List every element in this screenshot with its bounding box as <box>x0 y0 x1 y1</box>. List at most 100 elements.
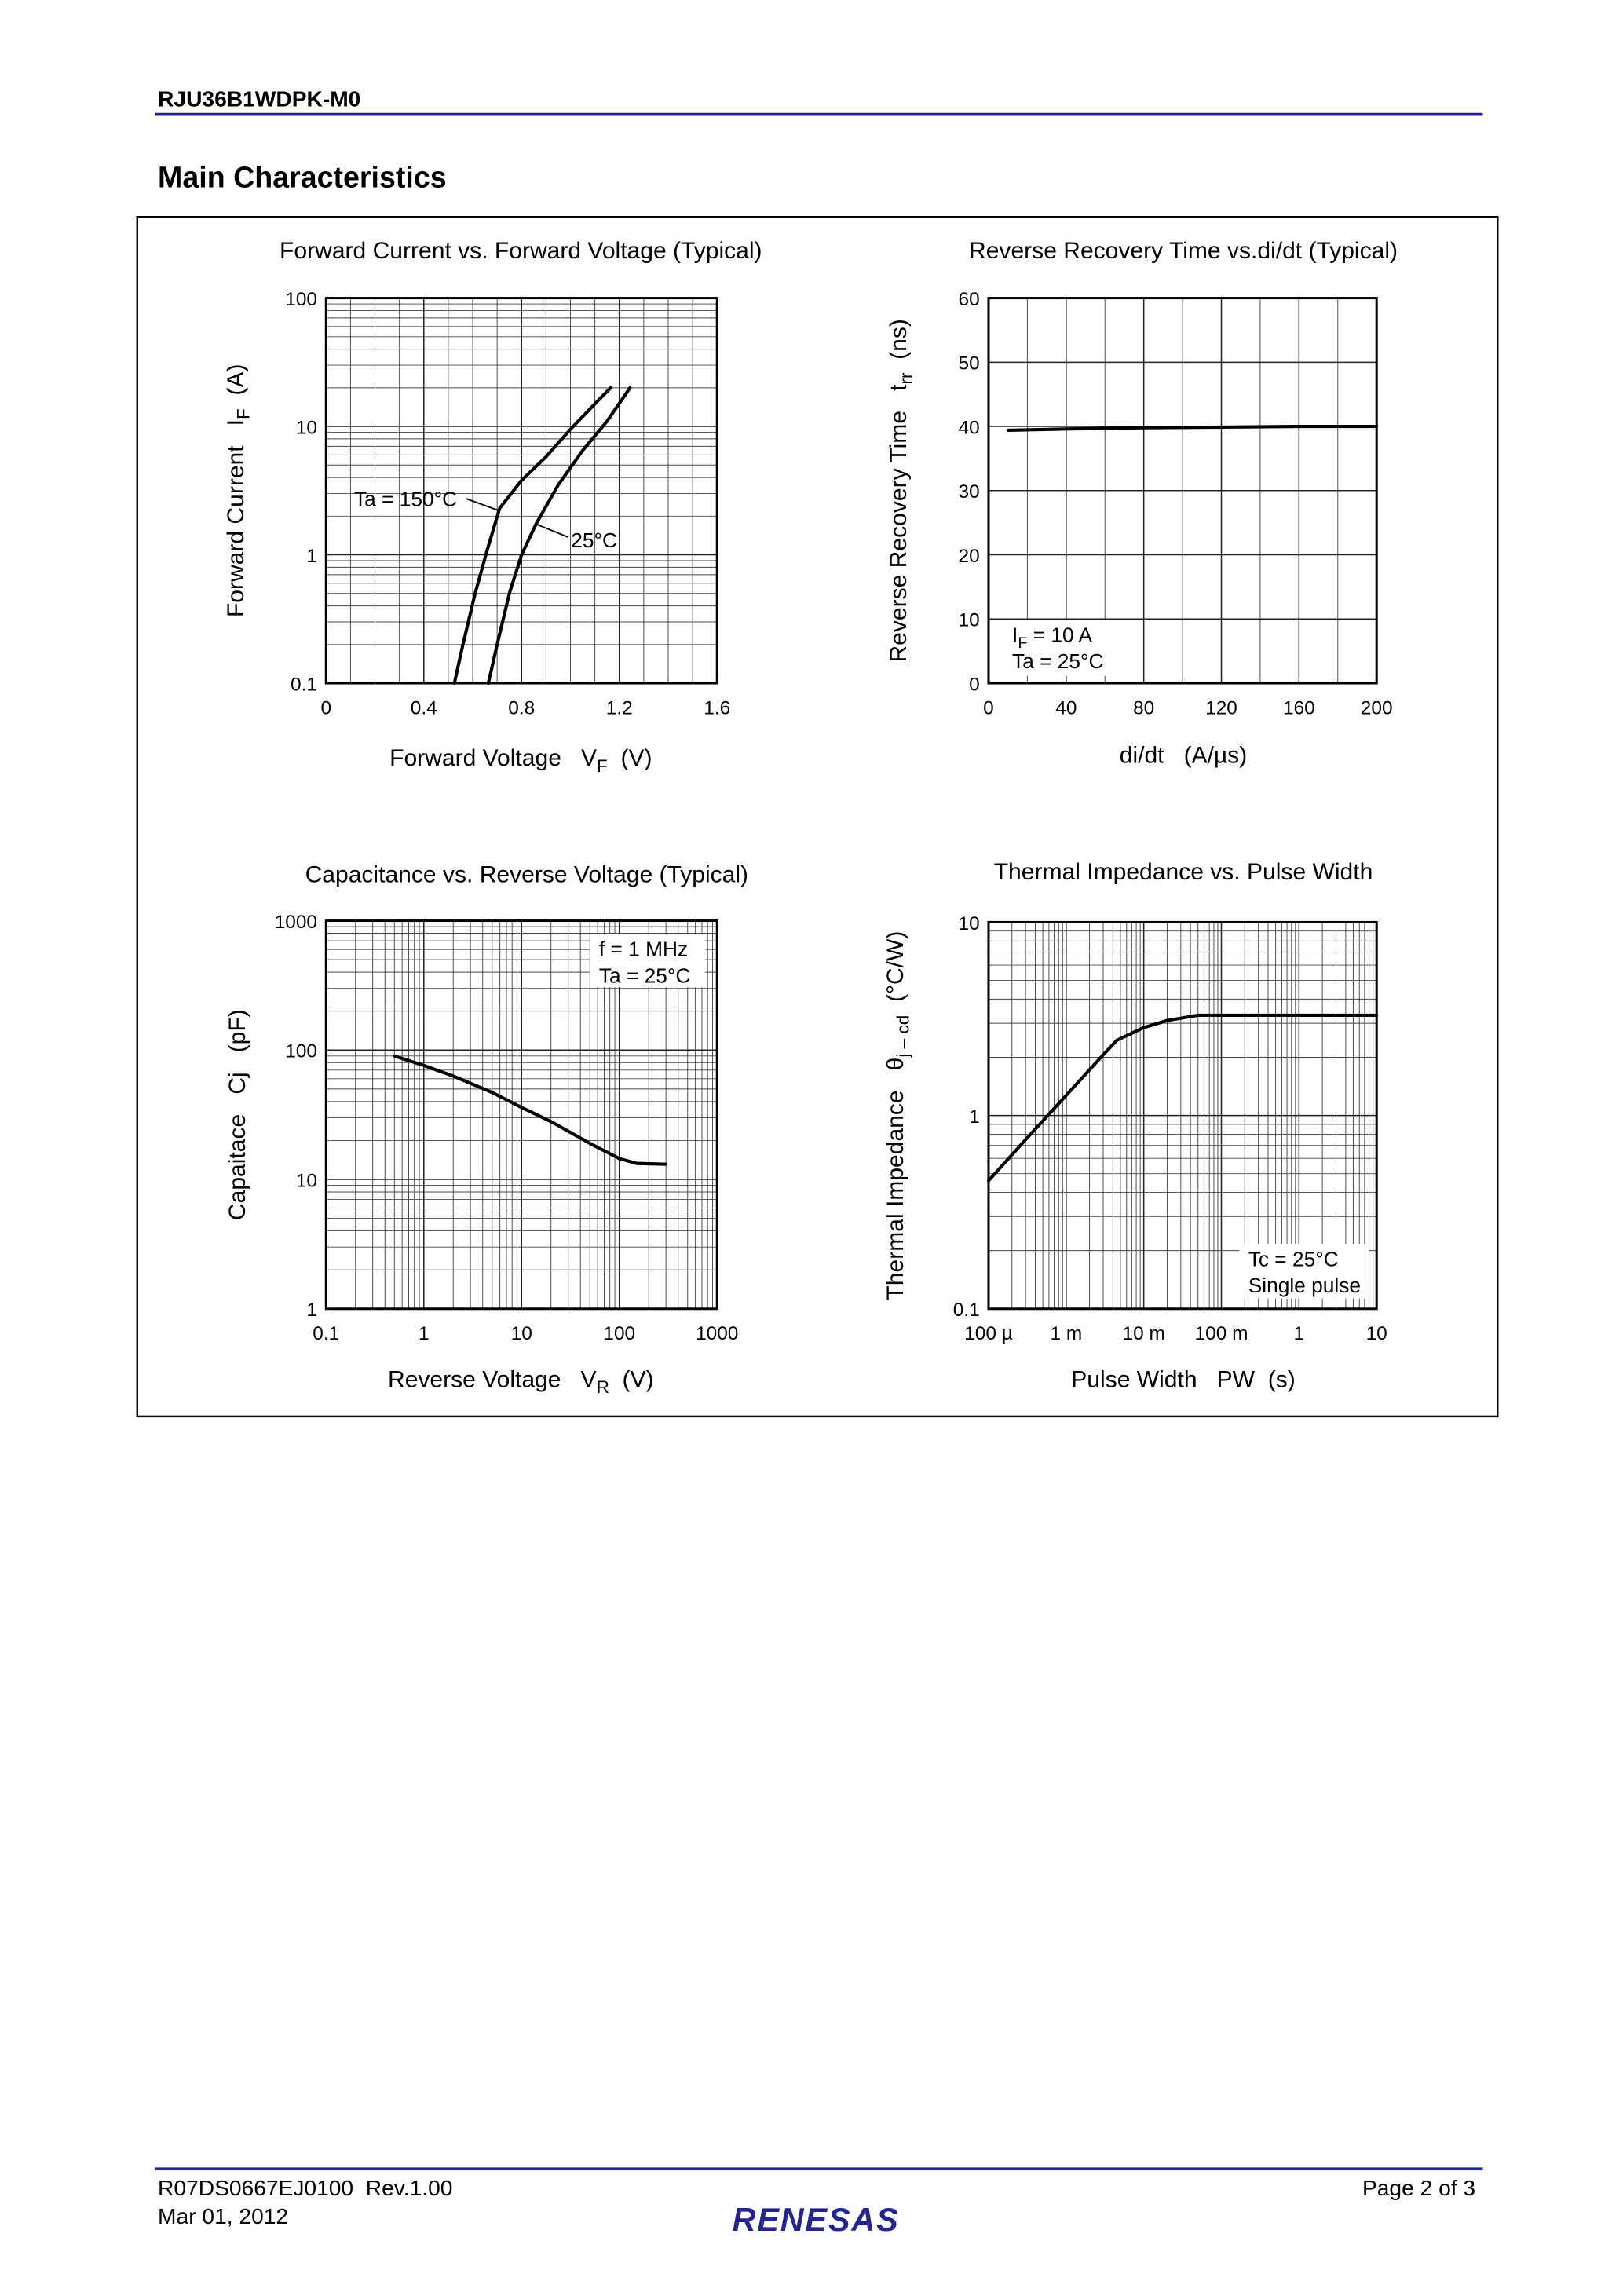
y-tick-label: 60 <box>959 289 980 310</box>
x-tick-label: 0 <box>983 697 994 718</box>
document-date: Mar 01, 2012 <box>158 2203 288 2228</box>
annotation: Single pulse <box>1248 1274 1361 1297</box>
x-tick-label: 40 <box>1055 697 1077 718</box>
x-tick-label: 160 <box>1283 697 1315 718</box>
x-axis-label: Reverse Voltage VR (V) <box>388 1366 654 1397</box>
label-part: (V) <box>608 745 652 771</box>
x-tick-label: 10 <box>511 1323 532 1344</box>
y-axis-label: Thermal Impedance θj – cd (°C/W) <box>883 931 913 1300</box>
label-part: F <box>234 408 254 419</box>
x-tick-label: 1 <box>419 1323 430 1344</box>
section-title: Main Characteristics <box>158 161 447 194</box>
y-tick-label: 40 <box>959 417 980 438</box>
part-number: RJU36B1WDPK-M0 <box>158 86 360 111</box>
y-tick-label: 100 <box>285 1041 317 1062</box>
x-tick-label: 200 <box>1361 697 1393 718</box>
x-tick-label: 100 <box>603 1323 635 1344</box>
data-line <box>452 386 612 686</box>
label-part: Forward Current I <box>223 419 249 617</box>
x-tick-label: 100 µ <box>964 1323 1013 1344</box>
label-part: j – cd <box>894 1015 913 1058</box>
series-label: Ta = 150°C <box>354 488 457 511</box>
data-line <box>1006 424 1379 433</box>
page-number: Page 2 of 3 <box>1362 2175 1475 2200</box>
annotation-box <box>1003 620 1122 676</box>
plot-frame <box>987 920 1378 1311</box>
y-tick-label: 100 <box>285 289 317 310</box>
annotation-box <box>590 934 706 988</box>
x-tick-label: 10 <box>1366 1323 1387 1344</box>
chart-title: Reverse Recovery Time vs.di/dt (Typical) <box>969 238 1398 264</box>
y-tick-label: 1 <box>969 1106 980 1128</box>
chart-title: Thermal Impedance vs. Pulse Width <box>994 859 1373 885</box>
y-tick-label: 1000 <box>275 912 317 933</box>
x-tick-label: 0.8 <box>508 697 535 718</box>
y-tick-label: 0 <box>969 674 980 695</box>
figure-frame <box>136 216 1499 1418</box>
annotation: IF = 10 A <box>1012 623 1092 652</box>
label-part: Forward Voltage V <box>389 745 597 771</box>
y-tick-label: 0.1 <box>953 1300 980 1321</box>
x-axis-label: Pulse Width PW (s) <box>1071 1366 1296 1392</box>
chart-title: Capacitance vs. Reverse Voltage (Typical… <box>305 862 748 888</box>
x-tick-label: 10 m <box>1123 1323 1165 1344</box>
label-part: Reverse Recovery Time t <box>886 384 912 663</box>
annotation: Ta = 25°C <box>599 963 691 987</box>
annotation: Tc = 25°C <box>1248 1247 1339 1270</box>
y-tick-label: 10 <box>959 610 980 631</box>
x-tick-label: 1.2 <box>606 697 633 718</box>
label-part: F <box>1018 634 1027 652</box>
label-part: I <box>1012 623 1018 646</box>
label-part: (A) <box>223 364 249 408</box>
leader-line <box>535 523 568 538</box>
x-tick-label: 120 <box>1205 697 1237 718</box>
y-tick-label: 0.1 <box>291 674 317 695</box>
leader-line <box>466 498 499 512</box>
chart-title: Forward Current vs. Forward Voltage (Typ… <box>280 238 762 264</box>
annotation: f = 1 MHz <box>599 938 688 961</box>
x-axis-label: Forward Voltage VF (V) <box>389 745 652 776</box>
plot-frame <box>324 297 718 685</box>
plot-frame <box>987 297 1378 685</box>
y-tick-label: 1 <box>306 546 317 567</box>
y-tick-label: 1 <box>306 1300 317 1321</box>
y-tick-label: 10 <box>959 913 980 934</box>
logo: RENESAS <box>733 2202 900 2238</box>
label-part: (ns) <box>886 319 912 372</box>
y-axis-label: Capaitace Cj (pF) <box>225 1009 250 1220</box>
label-part: (°C/W) <box>883 931 908 1015</box>
plot-frame <box>324 919 718 1311</box>
x-tick-label: 0.4 <box>411 697 437 718</box>
y-tick-label: 50 <box>959 353 980 375</box>
data-line <box>393 1054 668 1166</box>
x-tick-label: 0.1 <box>313 1323 339 1344</box>
x-tick-label: 1 m <box>1050 1323 1082 1344</box>
data-line <box>986 1013 1379 1183</box>
x-tick-label: 0 <box>320 697 331 718</box>
annotation: Ta = 25°C <box>1012 649 1103 673</box>
label-part: = 10 A <box>1027 623 1092 646</box>
y-axis-label: Forward Current IF (A) <box>223 364 254 617</box>
y-tick-label: 30 <box>959 481 980 503</box>
x-tick-label: 1.6 <box>704 697 730 718</box>
label-part: (V) <box>609 1366 654 1392</box>
label-part: R <box>597 1377 609 1397</box>
series-label: 25°C <box>571 528 617 552</box>
document-number: R07DS0667EJ0100 Rev.1.00 <box>158 2175 452 2200</box>
grid <box>988 921 1377 1310</box>
label-part: rr <box>896 372 916 385</box>
y-tick-label: 20 <box>959 546 980 567</box>
x-tick-label: 1 <box>1294 1323 1305 1344</box>
x-tick-label: 1000 <box>696 1323 738 1344</box>
label-part: Reverse Voltage V <box>388 1366 597 1392</box>
x-axis-label: di/dt (A/µs) <box>1120 742 1248 768</box>
x-tick-label: 100 m <box>1195 1323 1248 1344</box>
label-part: Thermal Impedance θ <box>883 1058 908 1300</box>
y-axis-label: Reverse Recovery Time trr (ns) <box>886 319 916 662</box>
y-tick-label: 10 <box>296 1170 317 1191</box>
annotation-box <box>1239 1244 1369 1299</box>
y-tick-label: 10 <box>296 417 317 438</box>
label-part: F <box>597 756 608 776</box>
